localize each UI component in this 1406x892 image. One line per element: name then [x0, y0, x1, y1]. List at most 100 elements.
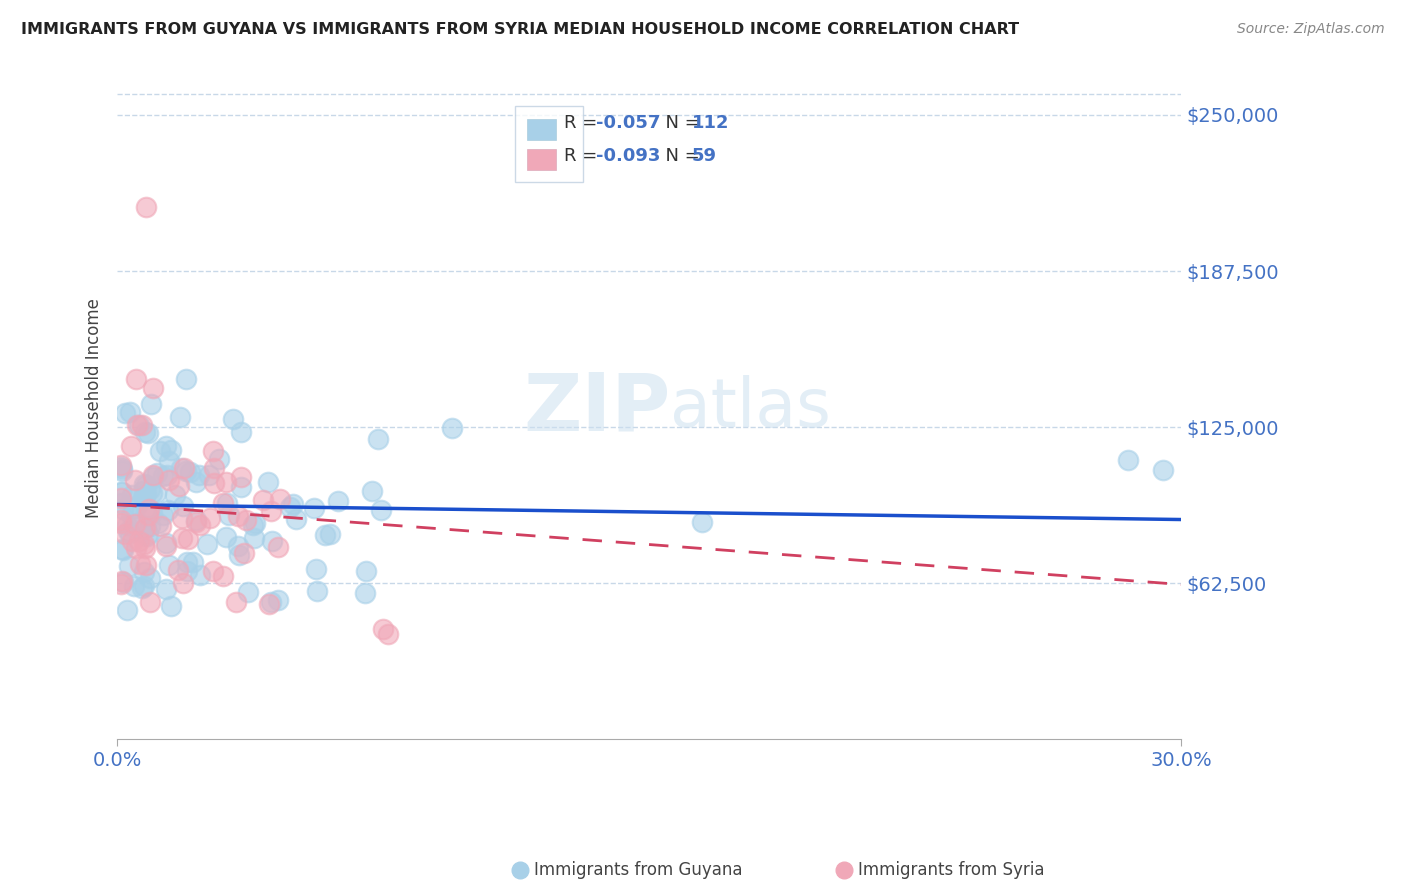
Point [145, 486, 167, 500]
Point [1116, 452, 1139, 467]
Point [167, 564, 190, 578]
Point [125, 541, 148, 555]
Point [243, 516, 266, 530]
Point [111, 462, 134, 476]
Point [266, 540, 288, 554]
Point [197, 537, 219, 551]
Point [200, 510, 222, 524]
Point [127, 498, 149, 512]
Point [149, 443, 172, 458]
Point [146, 467, 169, 481]
Point [226, 509, 249, 524]
Point [124, 501, 146, 516]
Point [134, 521, 156, 535]
Point [135, 477, 157, 491]
Text: R =: R = [564, 147, 603, 165]
Point [214, 530, 236, 544]
Point [110, 491, 132, 505]
Point [367, 432, 389, 446]
Point [202, 460, 225, 475]
Point [155, 536, 177, 550]
Point [142, 470, 165, 484]
Point [146, 516, 169, 531]
Point [111, 574, 134, 589]
Point [184, 513, 207, 527]
Point [690, 515, 713, 529]
Text: Immigrants from Syria: Immigrants from Syria [858, 861, 1045, 879]
Point [319, 526, 342, 541]
Point [142, 380, 165, 394]
Point [159, 454, 181, 468]
Point [211, 496, 233, 510]
Point [269, 492, 291, 507]
Point [260, 504, 283, 518]
Text: -0.093: -0.093 [596, 147, 661, 165]
Point [156, 467, 179, 482]
Point [128, 417, 150, 432]
Point [305, 562, 328, 576]
Text: atlas: atlas [671, 376, 831, 442]
Point [181, 555, 204, 569]
Point [155, 439, 177, 453]
Text: ZIP: ZIP [523, 369, 671, 448]
Point [259, 598, 281, 612]
Point [373, 623, 395, 637]
Point [281, 497, 304, 511]
Point [215, 475, 238, 490]
Point [124, 516, 146, 531]
Point [142, 467, 165, 482]
Point [155, 539, 177, 553]
Point [132, 490, 155, 504]
Point [115, 518, 138, 533]
Point [353, 586, 375, 600]
Point [132, 565, 155, 579]
Text: 112: 112 [692, 114, 730, 132]
Point [135, 200, 157, 214]
Point [112, 542, 135, 557]
Point [120, 439, 142, 453]
Point [136, 529, 159, 543]
Point [141, 396, 163, 410]
Point [111, 574, 134, 589]
Point [157, 558, 180, 573]
Point [152, 468, 174, 483]
Point [129, 557, 152, 571]
Point [256, 475, 278, 489]
Point [114, 527, 136, 541]
Point [201, 564, 224, 578]
Point [252, 492, 274, 507]
Point [326, 493, 349, 508]
Point [141, 486, 163, 500]
Point [211, 569, 233, 583]
Point [176, 565, 198, 579]
Text: 59: 59 [692, 147, 717, 165]
Point [110, 458, 132, 472]
Point [314, 527, 336, 541]
Point [111, 464, 134, 478]
Point [110, 513, 132, 527]
Point [132, 490, 155, 504]
Point [135, 501, 157, 516]
Point [208, 452, 231, 467]
Point [134, 425, 156, 439]
Point [229, 480, 252, 494]
Point [156, 503, 179, 517]
Point [262, 533, 284, 548]
Point [228, 549, 250, 563]
Point [110, 576, 132, 591]
Point [110, 496, 132, 510]
Point [110, 516, 132, 530]
Point [302, 501, 325, 516]
Point [110, 485, 132, 500]
Point [232, 546, 254, 560]
Point [110, 460, 132, 475]
Point [278, 500, 301, 514]
Point [136, 508, 159, 522]
Text: R =: R = [564, 114, 603, 132]
Point [159, 442, 181, 457]
Point [174, 464, 197, 478]
Point [167, 479, 190, 493]
Point [117, 603, 139, 617]
Point [267, 593, 290, 607]
Point [118, 405, 141, 419]
